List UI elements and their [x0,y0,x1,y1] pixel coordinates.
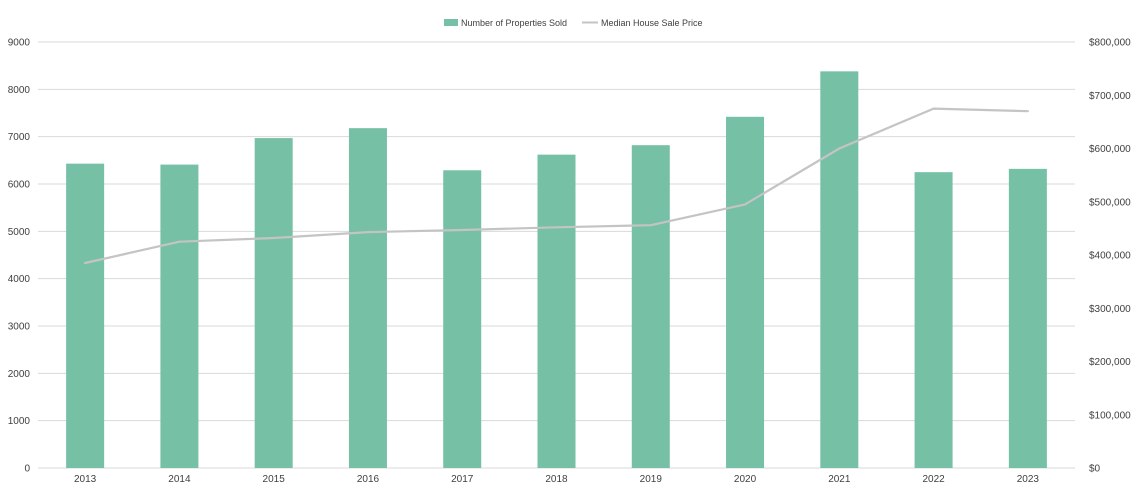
legend-swatch-bars [444,19,458,26]
y-left-tick-label: 2000 [8,369,31,380]
y-left-tick-label: 3000 [8,322,31,333]
y-left-tick-label: 8000 [8,85,31,96]
x-tick-label: 2022 [922,474,945,485]
y-axis-right: $0 $100,000 $200,000 $300,000 $400,000 $500,0… [1089,38,1131,475]
legend-label-line: Median House Sale Price [601,18,703,28]
legend-item-bars: Number of Properties Sold [444,18,567,28]
y-right-tick-label: $100,000 [1089,410,1131,421]
bar [443,170,482,469]
y-right-tick-label: $500,000 [1089,197,1131,208]
legend-item-line: Median House Sale Price [582,18,703,28]
x-tick-label: 2018 [545,474,568,485]
bar [631,145,670,469]
bar [1008,168,1047,468]
y-right-tick-label: $200,000 [1089,357,1131,368]
y-left-tick-label: 4000 [8,274,31,285]
y-right-tick-label: $700,000 [1089,91,1131,102]
x-tick-label: 2023 [1017,474,1040,485]
y-right-tick-label: $300,000 [1089,304,1131,315]
legend-label-bars: Number of Properties Sold [461,18,567,28]
y-left-tick-label: 5000 [8,227,31,238]
bar-series [66,71,1047,469]
y-left-tick-label: 6000 [8,180,31,191]
y-right-tick-label: $400,000 [1089,251,1131,262]
bar [820,71,859,468]
x-tick-label: 2015 [263,474,286,485]
y-right-tick-label: $0 [1089,464,1101,475]
bar [726,116,765,468]
legend: Number of Properties Sold Median House Sa… [444,18,703,28]
x-tick-label: 2019 [640,474,663,485]
x-axis: 2013 2014 2015 2016 2017 2018 2019 2020 2021 2022… [74,474,1039,485]
y-left-tick-label: 7000 [8,132,31,143]
bar [348,128,387,468]
x-tick-label: 2017 [451,474,474,485]
y-right-tick-label: $800,000 [1089,38,1131,49]
bar [254,138,293,468]
y-right-tick-label: $600,000 [1089,144,1131,155]
x-tick-label: 2016 [357,474,380,485]
x-tick-label: 2013 [74,474,97,485]
bar [160,164,199,469]
y-left-tick-label: 0 [24,464,30,475]
y-axis-left: 0 1000 2000 3000 4000 5000 6000 7000 8000 9000 [8,38,31,475]
x-tick-label: 2014 [168,474,191,485]
x-tick-label: 2021 [828,474,851,485]
line-series [83,107,1030,265]
y-left-tick-label: 9000 [8,38,31,49]
y-left-tick-label: 1000 [8,416,31,427]
bar [537,154,576,469]
bar [66,163,105,468]
bar [914,172,953,468]
x-tick-label: 2020 [734,474,757,485]
